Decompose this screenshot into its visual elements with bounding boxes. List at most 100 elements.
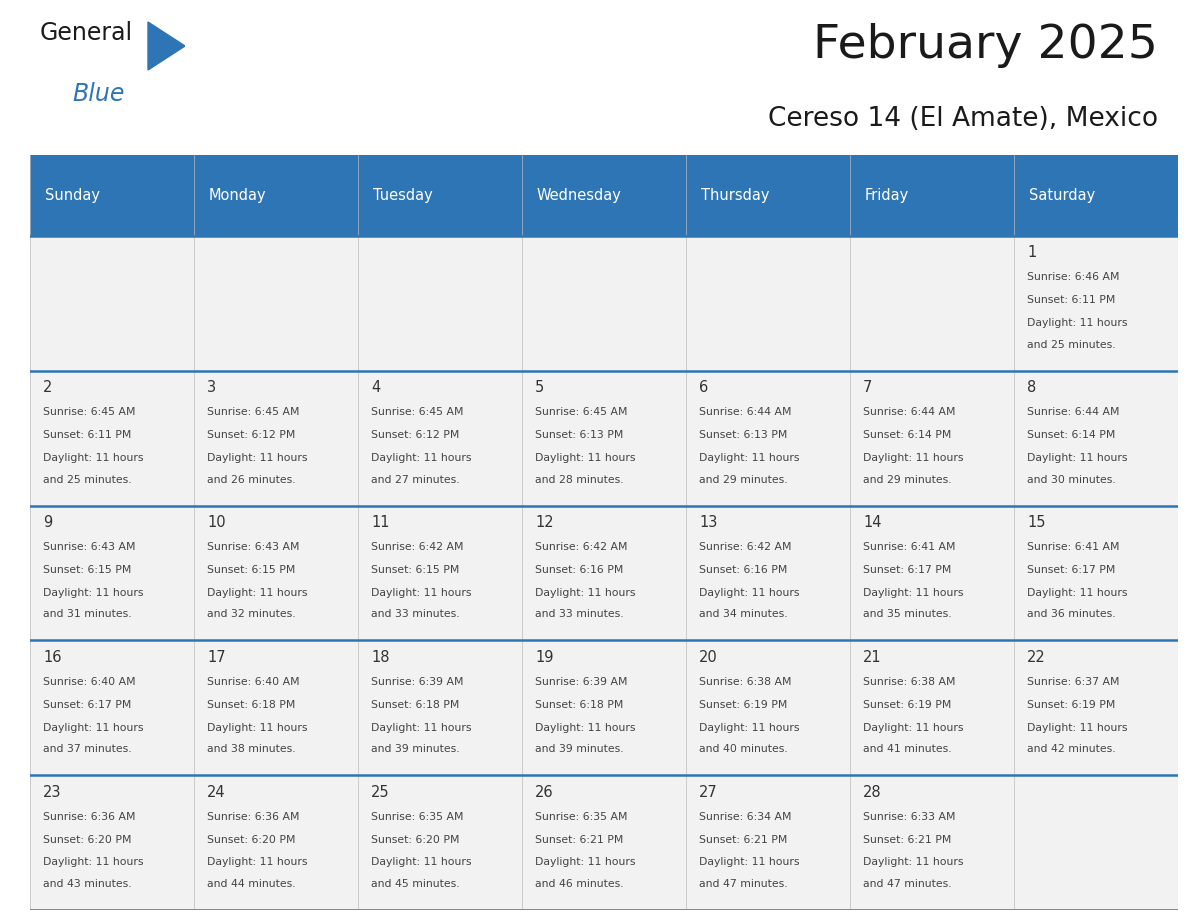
Text: Sunset: 6:16 PM: Sunset: 6:16 PM <box>535 565 624 575</box>
Text: and 37 minutes.: and 37 minutes. <box>43 744 132 755</box>
Text: Sunset: 6:15 PM: Sunset: 6:15 PM <box>207 565 296 575</box>
Text: Sunrise: 6:44 AM: Sunrise: 6:44 AM <box>699 407 791 417</box>
Text: 25: 25 <box>371 785 390 800</box>
Text: Sunrise: 6:45 AM: Sunrise: 6:45 AM <box>207 407 299 417</box>
Text: Sunset: 6:21 PM: Sunset: 6:21 PM <box>535 834 624 845</box>
Bar <box>30 641 194 775</box>
Text: Sunset: 6:18 PM: Sunset: 6:18 PM <box>371 700 460 710</box>
Text: Sunset: 6:14 PM: Sunset: 6:14 PM <box>864 430 952 440</box>
Text: Sunrise: 6:34 AM: Sunrise: 6:34 AM <box>699 812 791 822</box>
Text: and 32 minutes.: and 32 minutes. <box>207 610 296 620</box>
Text: Daylight: 11 hours: Daylight: 11 hours <box>371 857 472 868</box>
Text: 21: 21 <box>864 650 881 665</box>
Text: 11: 11 <box>371 515 390 530</box>
Text: Sunrise: 6:46 AM: Sunrise: 6:46 AM <box>1028 273 1119 283</box>
Text: and 38 minutes.: and 38 minutes. <box>207 744 296 755</box>
Text: Sunrise: 6:42 AM: Sunrise: 6:42 AM <box>371 542 463 552</box>
Text: 14: 14 <box>864 515 881 530</box>
Text: Sunday: Sunday <box>45 188 100 203</box>
Bar <box>358 775 522 910</box>
Text: and 46 minutes.: and 46 minutes. <box>535 879 624 889</box>
Bar <box>685 506 849 641</box>
Text: Sunset: 6:15 PM: Sunset: 6:15 PM <box>43 565 132 575</box>
Bar <box>849 506 1015 641</box>
Text: and 47 minutes.: and 47 minutes. <box>864 879 952 889</box>
Text: 16: 16 <box>43 650 62 665</box>
Text: Sunrise: 6:43 AM: Sunrise: 6:43 AM <box>43 542 135 552</box>
Text: Daylight: 11 hours: Daylight: 11 hours <box>535 857 636 868</box>
Text: 3: 3 <box>207 380 216 395</box>
Text: Sunrise: 6:43 AM: Sunrise: 6:43 AM <box>207 542 299 552</box>
Bar <box>685 371 849 506</box>
Text: Tuesday: Tuesday <box>373 188 432 203</box>
Bar <box>30 506 194 641</box>
Text: Sunrise: 6:44 AM: Sunrise: 6:44 AM <box>864 407 955 417</box>
Text: Sunset: 6:11 PM: Sunset: 6:11 PM <box>1028 296 1116 305</box>
Bar <box>1015 155 1178 236</box>
Text: Sunset: 6:13 PM: Sunset: 6:13 PM <box>699 430 788 440</box>
Text: Daylight: 11 hours: Daylight: 11 hours <box>1028 319 1127 328</box>
Text: and 29 minutes.: and 29 minutes. <box>699 475 788 485</box>
Text: Daylight: 11 hours: Daylight: 11 hours <box>43 588 144 598</box>
Text: Sunrise: 6:41 AM: Sunrise: 6:41 AM <box>864 542 955 552</box>
Text: 27: 27 <box>699 785 718 800</box>
Bar <box>358 236 522 371</box>
Bar <box>1015 641 1178 775</box>
Text: 7: 7 <box>864 380 872 395</box>
Text: Daylight: 11 hours: Daylight: 11 hours <box>864 588 963 598</box>
Text: Sunset: 6:11 PM: Sunset: 6:11 PM <box>43 430 132 440</box>
Text: and 45 minutes.: and 45 minutes. <box>371 879 460 889</box>
Bar <box>849 371 1015 506</box>
Text: 24: 24 <box>207 785 226 800</box>
Bar <box>194 371 358 506</box>
Text: Cereso 14 (El Amate), Mexico: Cereso 14 (El Amate), Mexico <box>767 106 1158 132</box>
Text: Daylight: 11 hours: Daylight: 11 hours <box>43 722 144 733</box>
Bar <box>685 236 849 371</box>
Text: 17: 17 <box>207 650 226 665</box>
Bar <box>522 641 685 775</box>
Text: Sunrise: 6:36 AM: Sunrise: 6:36 AM <box>207 812 299 822</box>
Bar <box>30 775 194 910</box>
Bar <box>685 641 849 775</box>
Bar <box>194 641 358 775</box>
Text: Daylight: 11 hours: Daylight: 11 hours <box>864 722 963 733</box>
Text: Sunset: 6:21 PM: Sunset: 6:21 PM <box>864 834 952 845</box>
Text: Daylight: 11 hours: Daylight: 11 hours <box>699 857 800 868</box>
Text: and 31 minutes.: and 31 minutes. <box>43 610 132 620</box>
Text: and 25 minutes.: and 25 minutes. <box>43 475 132 485</box>
Text: Daylight: 11 hours: Daylight: 11 hours <box>43 453 144 463</box>
Bar <box>358 155 522 236</box>
Text: Daylight: 11 hours: Daylight: 11 hours <box>371 588 472 598</box>
Text: Saturday: Saturday <box>1029 188 1095 203</box>
Text: Daylight: 11 hours: Daylight: 11 hours <box>207 857 308 868</box>
Text: Sunrise: 6:40 AM: Sunrise: 6:40 AM <box>43 677 135 687</box>
Bar <box>194 236 358 371</box>
Text: 28: 28 <box>864 785 881 800</box>
Text: 9: 9 <box>43 515 52 530</box>
Bar <box>1015 506 1178 641</box>
Text: 22: 22 <box>1028 650 1045 665</box>
Text: Daylight: 11 hours: Daylight: 11 hours <box>699 453 800 463</box>
Text: and 33 minutes.: and 33 minutes. <box>535 610 624 620</box>
Text: 23: 23 <box>43 785 62 800</box>
Text: and 42 minutes.: and 42 minutes. <box>1028 744 1116 755</box>
Text: Monday: Monday <box>209 188 266 203</box>
Text: Thursday: Thursday <box>701 188 770 203</box>
Bar <box>194 506 358 641</box>
Text: and 44 minutes.: and 44 minutes. <box>207 879 296 889</box>
Text: Sunset: 6:18 PM: Sunset: 6:18 PM <box>535 700 624 710</box>
Text: Sunrise: 6:45 AM: Sunrise: 6:45 AM <box>371 407 463 417</box>
Text: Sunrise: 6:38 AM: Sunrise: 6:38 AM <box>699 677 791 687</box>
Text: Daylight: 11 hours: Daylight: 11 hours <box>1028 588 1127 598</box>
Bar <box>194 155 358 236</box>
Bar <box>685 775 849 910</box>
Text: Sunset: 6:16 PM: Sunset: 6:16 PM <box>699 565 788 575</box>
Text: 19: 19 <box>535 650 554 665</box>
Text: Friday: Friday <box>865 188 909 203</box>
Text: Daylight: 11 hours: Daylight: 11 hours <box>371 453 472 463</box>
Text: Sunset: 6:13 PM: Sunset: 6:13 PM <box>535 430 624 440</box>
Bar <box>30 236 194 371</box>
Text: 5: 5 <box>535 380 544 395</box>
Bar <box>358 506 522 641</box>
Text: Sunset: 6:20 PM: Sunset: 6:20 PM <box>43 834 132 845</box>
